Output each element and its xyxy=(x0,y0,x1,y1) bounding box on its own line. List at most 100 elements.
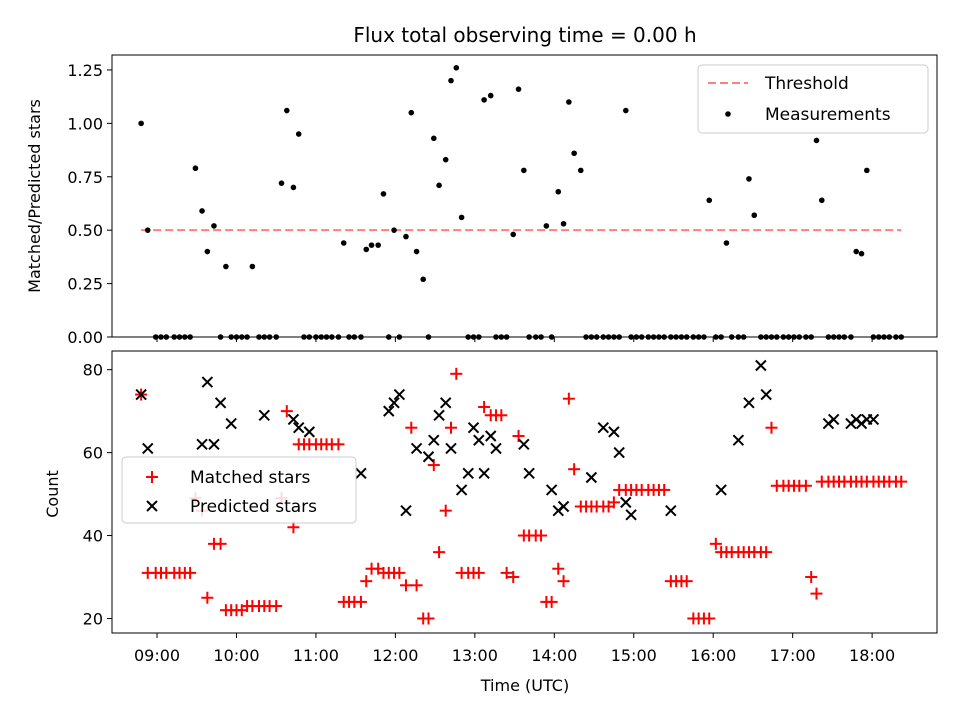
measurement-point xyxy=(403,233,409,240)
predicted-star-marker xyxy=(597,422,609,434)
matched-star-marker xyxy=(360,575,373,588)
x-tick-label: 18:00 xyxy=(849,646,895,665)
y-tick-label: 1.25 xyxy=(67,61,103,80)
measurement-point xyxy=(521,167,527,174)
x-tick-label: 16:00 xyxy=(690,646,736,665)
measurement-point xyxy=(751,212,758,219)
measurement-point xyxy=(813,137,820,144)
measurement-point xyxy=(380,191,387,197)
matched-star-marker xyxy=(805,571,818,584)
measurement-point xyxy=(864,167,870,174)
measurement-point xyxy=(853,248,860,255)
predicted-star-marker xyxy=(400,504,412,517)
measurement-point xyxy=(375,242,381,248)
measurement-point xyxy=(458,214,465,221)
matched-star-marker xyxy=(422,612,435,625)
measurement-point xyxy=(566,99,572,105)
measurement-point xyxy=(818,197,825,204)
measurement-point xyxy=(448,77,454,84)
predicted-star-marker xyxy=(393,388,406,401)
measurement-point xyxy=(363,246,370,253)
matched-star-marker xyxy=(433,546,446,559)
y-ticks: 20 40 60 80 xyxy=(83,361,112,628)
y-axis-label: Matched/Predicted stars xyxy=(25,99,44,293)
matched-star-marker xyxy=(445,421,458,434)
measurement-point xyxy=(144,227,151,233)
matched-star-marker xyxy=(495,409,508,422)
predicted-star-marker xyxy=(585,471,598,484)
x-tick-label: 17:00 xyxy=(770,646,816,665)
matched-star-marker xyxy=(760,546,773,559)
matched-star-marker xyxy=(399,579,412,592)
matched-star-marker xyxy=(810,587,823,600)
matched-star-marker xyxy=(552,562,565,575)
predicted-star-marker xyxy=(613,446,625,459)
measurement-point xyxy=(706,197,713,204)
matched-star-marker xyxy=(568,463,581,476)
predicted-star-marker xyxy=(433,409,445,421)
measurement-point xyxy=(723,240,730,246)
ratio-panel: Flux total observing time = 0.00 h Match… xyxy=(25,23,938,347)
matched-star-marker xyxy=(450,367,463,380)
predicted-star-marker xyxy=(467,422,480,434)
predicted-star-marker xyxy=(485,430,497,442)
predicted-star-marker xyxy=(428,434,440,446)
matched-star-marker xyxy=(439,504,452,517)
matched-star-marker xyxy=(535,529,548,542)
predicted-star-marker xyxy=(303,426,316,438)
matched-star-marker xyxy=(557,575,570,588)
matched-star-marker xyxy=(799,479,812,492)
measurement-point xyxy=(577,167,584,174)
x-tick-label: 10:00 xyxy=(213,646,259,665)
plot-frame xyxy=(111,350,938,634)
measurement-point xyxy=(138,120,144,127)
measurement-point xyxy=(430,135,437,142)
x-tick-label: 09:00 xyxy=(134,646,180,665)
predicted-star-marker xyxy=(410,442,423,455)
predicted-star-marker xyxy=(867,413,880,426)
predicted-star-marker xyxy=(355,467,367,480)
measurement-point xyxy=(290,184,297,191)
measurement-point xyxy=(543,223,550,229)
measurement-point xyxy=(487,92,494,99)
predicted-star-marker xyxy=(490,442,502,455)
predicted-star-marker xyxy=(258,409,270,421)
predicted-star-markers xyxy=(135,359,880,521)
legend-measurements-swatch xyxy=(725,111,731,117)
legend: Matched stars Predicted stars xyxy=(121,456,357,524)
y-tick-label: 0.50 xyxy=(67,221,103,240)
y-tick-label: 60 xyxy=(83,444,103,463)
y-tick-label: 40 xyxy=(83,527,103,546)
y-tick-label: 20 xyxy=(83,609,103,628)
matched-star-marker xyxy=(214,537,227,550)
predicted-star-marker xyxy=(201,376,214,388)
x-tick-label: 12:00 xyxy=(372,646,418,665)
predicted-star-marker xyxy=(743,397,755,409)
measurement-point xyxy=(223,263,229,270)
measurement-point xyxy=(510,231,517,238)
predicted-star-marker xyxy=(196,438,208,451)
predicted-star-marker xyxy=(755,359,767,372)
y-tick-label: 0.75 xyxy=(67,168,103,187)
matched-star-marker xyxy=(472,566,485,579)
measurement-point xyxy=(368,242,375,248)
measurement-point xyxy=(746,176,752,182)
predicted-star-marker xyxy=(293,422,305,434)
matched-star-marker xyxy=(895,475,908,488)
matched-star-marker xyxy=(680,575,693,588)
predicted-star-marker xyxy=(473,434,485,446)
predicted-star-marker xyxy=(625,509,637,521)
legend-threshold-label: Threshold xyxy=(764,74,849,94)
y-tick-label: 1.00 xyxy=(67,114,103,133)
x-tick-label: 15:00 xyxy=(611,646,657,665)
predicted-star-marker xyxy=(828,413,840,426)
matched-star-marker xyxy=(607,496,620,509)
matched-star-marker xyxy=(332,438,345,451)
count-panel: Count Time (UTC) 20 40 60 80 09:00 10:00 11:0… xyxy=(43,350,938,695)
measurement-point xyxy=(211,223,217,229)
y-tick-label: 80 xyxy=(83,361,103,380)
predicted-star-marker xyxy=(142,442,154,455)
measurement-point xyxy=(391,227,397,233)
predicted-star-marker xyxy=(388,397,400,409)
y-ticks: 0.00 0.25 0.50 0.75 1.00 1.25 xyxy=(67,61,112,347)
